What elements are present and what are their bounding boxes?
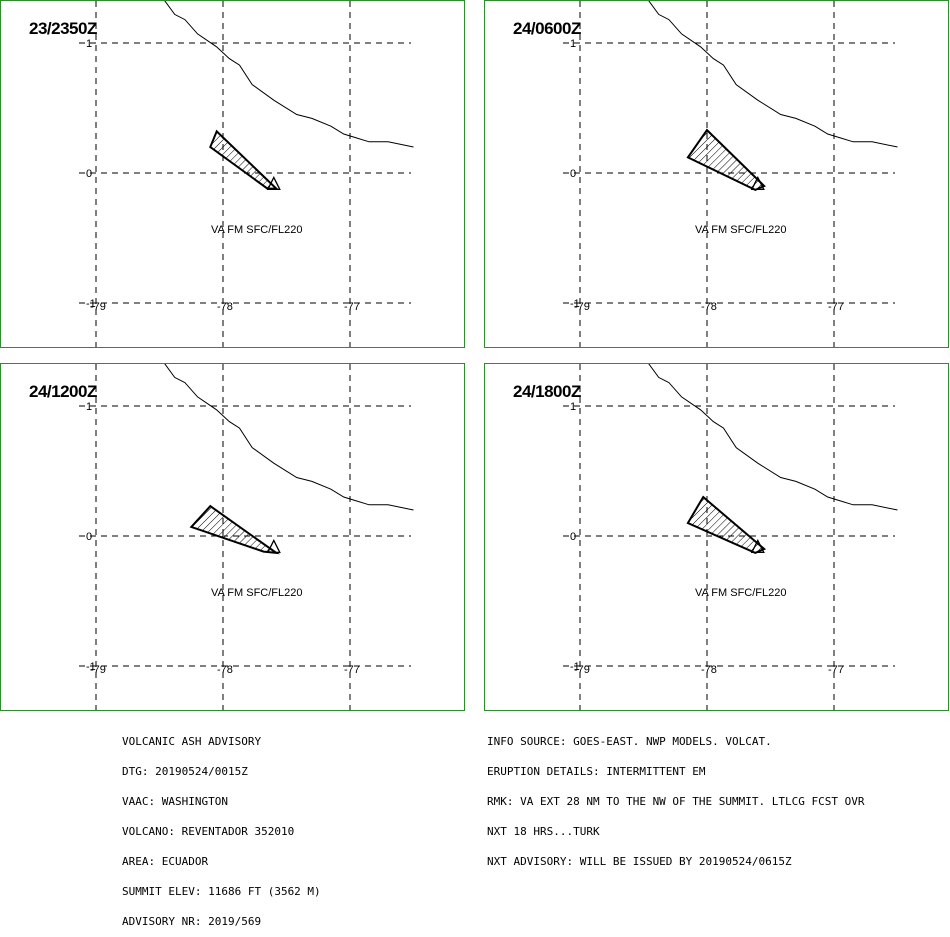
forecast-panel-3: 1 0 -1 -79 -78 -77 VA FM SFC/FL220 24/1200Z: [0, 363, 465, 711]
volcano-icon: [266, 538, 281, 554]
panel-time-label: 23/2350Z: [29, 19, 97, 38]
advisory-line: NXT 18 HRS...TURK: [487, 825, 600, 838]
ash-cloud-polygon: [189, 504, 280, 555]
advisory-line: ADVISORY NR: 2019/569: [122, 915, 262, 928]
lon-tick-label: -78: [701, 301, 717, 313]
lon-tick-label: -78: [217, 301, 233, 313]
lon-tick-label: -79: [574, 301, 590, 313]
advisory-line: AREA: ECUADOR: [122, 855, 209, 868]
ash-altitude-label: VA FM SFC/FL220: [211, 587, 303, 599]
coastline: [164, 364, 414, 511]
lon-tick-label: -79: [90, 301, 106, 313]
lat-tick-label: -1: [86, 661, 96, 673]
lon-tick-label: -79: [90, 664, 106, 676]
forecast-panel-2: 1 0 -1 -79 -78 -77 VA FM SFC/FL220 24/0600Z: [484, 0, 949, 348]
map-svg-1: 1 0 -1-79 -78 -77 VA FM SFC/FL220: [79, 1, 414, 347]
coastline: [164, 1, 414, 148]
ash-altitude-label: VA FM SFC/FL220: [211, 224, 303, 236]
ash-altitude-label: VA FM SFC/FL220: [695, 587, 787, 599]
advisory-line: ERUPTION DETAILS: INTERMITTENT EM: [487, 765, 706, 778]
panel-time-label: 24/1200Z: [29, 382, 97, 401]
advisory-left-text: VOLCANIC ASH ADVISORY DTG: 20190524/0015…: [122, 717, 321, 937]
lat-tick-label: -1: [86, 298, 96, 310]
ash-cloud-polygon: [686, 128, 766, 192]
volcano-icon: [266, 175, 281, 191]
map-svg-4: 1 0 -1-79 -78 -77 VA FM SFC/FL220: [563, 364, 898, 710]
volcano-icon: [750, 538, 765, 554]
advisory-right-text: INFO SOURCE: GOES-EAST. NWP MODELS. VOLC…: [487, 717, 865, 877]
lon-tick-label: -77: [344, 301, 360, 313]
lat-tick-label: 0: [570, 168, 576, 180]
lat-tick-label: -1: [570, 661, 580, 673]
lon-tick-label: -77: [828, 664, 844, 676]
map-svg-3: 1 0 -1-79 -78 -77 VA FM SFC/FL220: [79, 364, 414, 710]
lat-tick-label: 1: [86, 38, 92, 50]
lon-tick-label: -78: [217, 664, 233, 676]
advisory-line: NXT ADVISORY: WILL BE ISSUED BY 20190524…: [487, 855, 792, 868]
ash-cloud-polygon: [686, 495, 767, 554]
advisory-line: DTG: 20190524/0015Z: [122, 765, 248, 778]
lat-tick-label: 0: [570, 531, 576, 543]
lon-tick-label: -77: [828, 301, 844, 313]
volcano-icon: [750, 175, 765, 191]
lat-tick-label: 1: [570, 401, 576, 413]
forecast-panel-4: 1 0 -1 -79 -78 -77 VA FM SFC/FL220 24/1800Z: [484, 363, 949, 711]
ash-altitude-label: VA FM SFC/FL220: [695, 224, 787, 236]
panel-time-label: 24/0600Z: [513, 19, 581, 38]
advisory-line: VOLCANIC ASH ADVISORY: [122, 735, 262, 748]
panel-time-label: 24/1800Z: [513, 382, 581, 401]
map-svg-2: 1 0 -1-79 -78 -77 VA FM SFC/FL220: [563, 1, 898, 347]
forecast-panel-1: 1 0 -1 -79 -78 -77 VA FM SFC/FL220 23/2350Z: [0, 0, 465, 348]
lat-tick-label: -1: [570, 298, 580, 310]
coastline: [648, 364, 898, 511]
lat-tick-label: 1: [86, 401, 92, 413]
advisory-line: INFO SOURCE: GOES-EAST. NWP MODELS. VOLC…: [487, 735, 772, 748]
advisory-line: SUMMIT ELEV: 11686 FT (3562 M): [122, 885, 321, 898]
lon-tick-label: -78: [701, 664, 717, 676]
advisory-line: RMK: VA EXT 28 NM TO THE NW OF THE SUMMI…: [487, 795, 865, 808]
lat-tick-label: 0: [86, 531, 92, 543]
lat-tick-label: 1: [570, 38, 576, 50]
lat-tick-label: 0: [86, 168, 92, 180]
advisory-line: VAAC: WASHINGTON: [122, 795, 228, 808]
lon-tick-label: -79: [574, 664, 590, 676]
advisory-line: VOLCANO: REVENTADOR 352010: [122, 825, 295, 838]
lon-tick-label: -77: [344, 664, 360, 676]
coastline: [648, 1, 898, 148]
ash-cloud-polygon: [209, 129, 279, 190]
